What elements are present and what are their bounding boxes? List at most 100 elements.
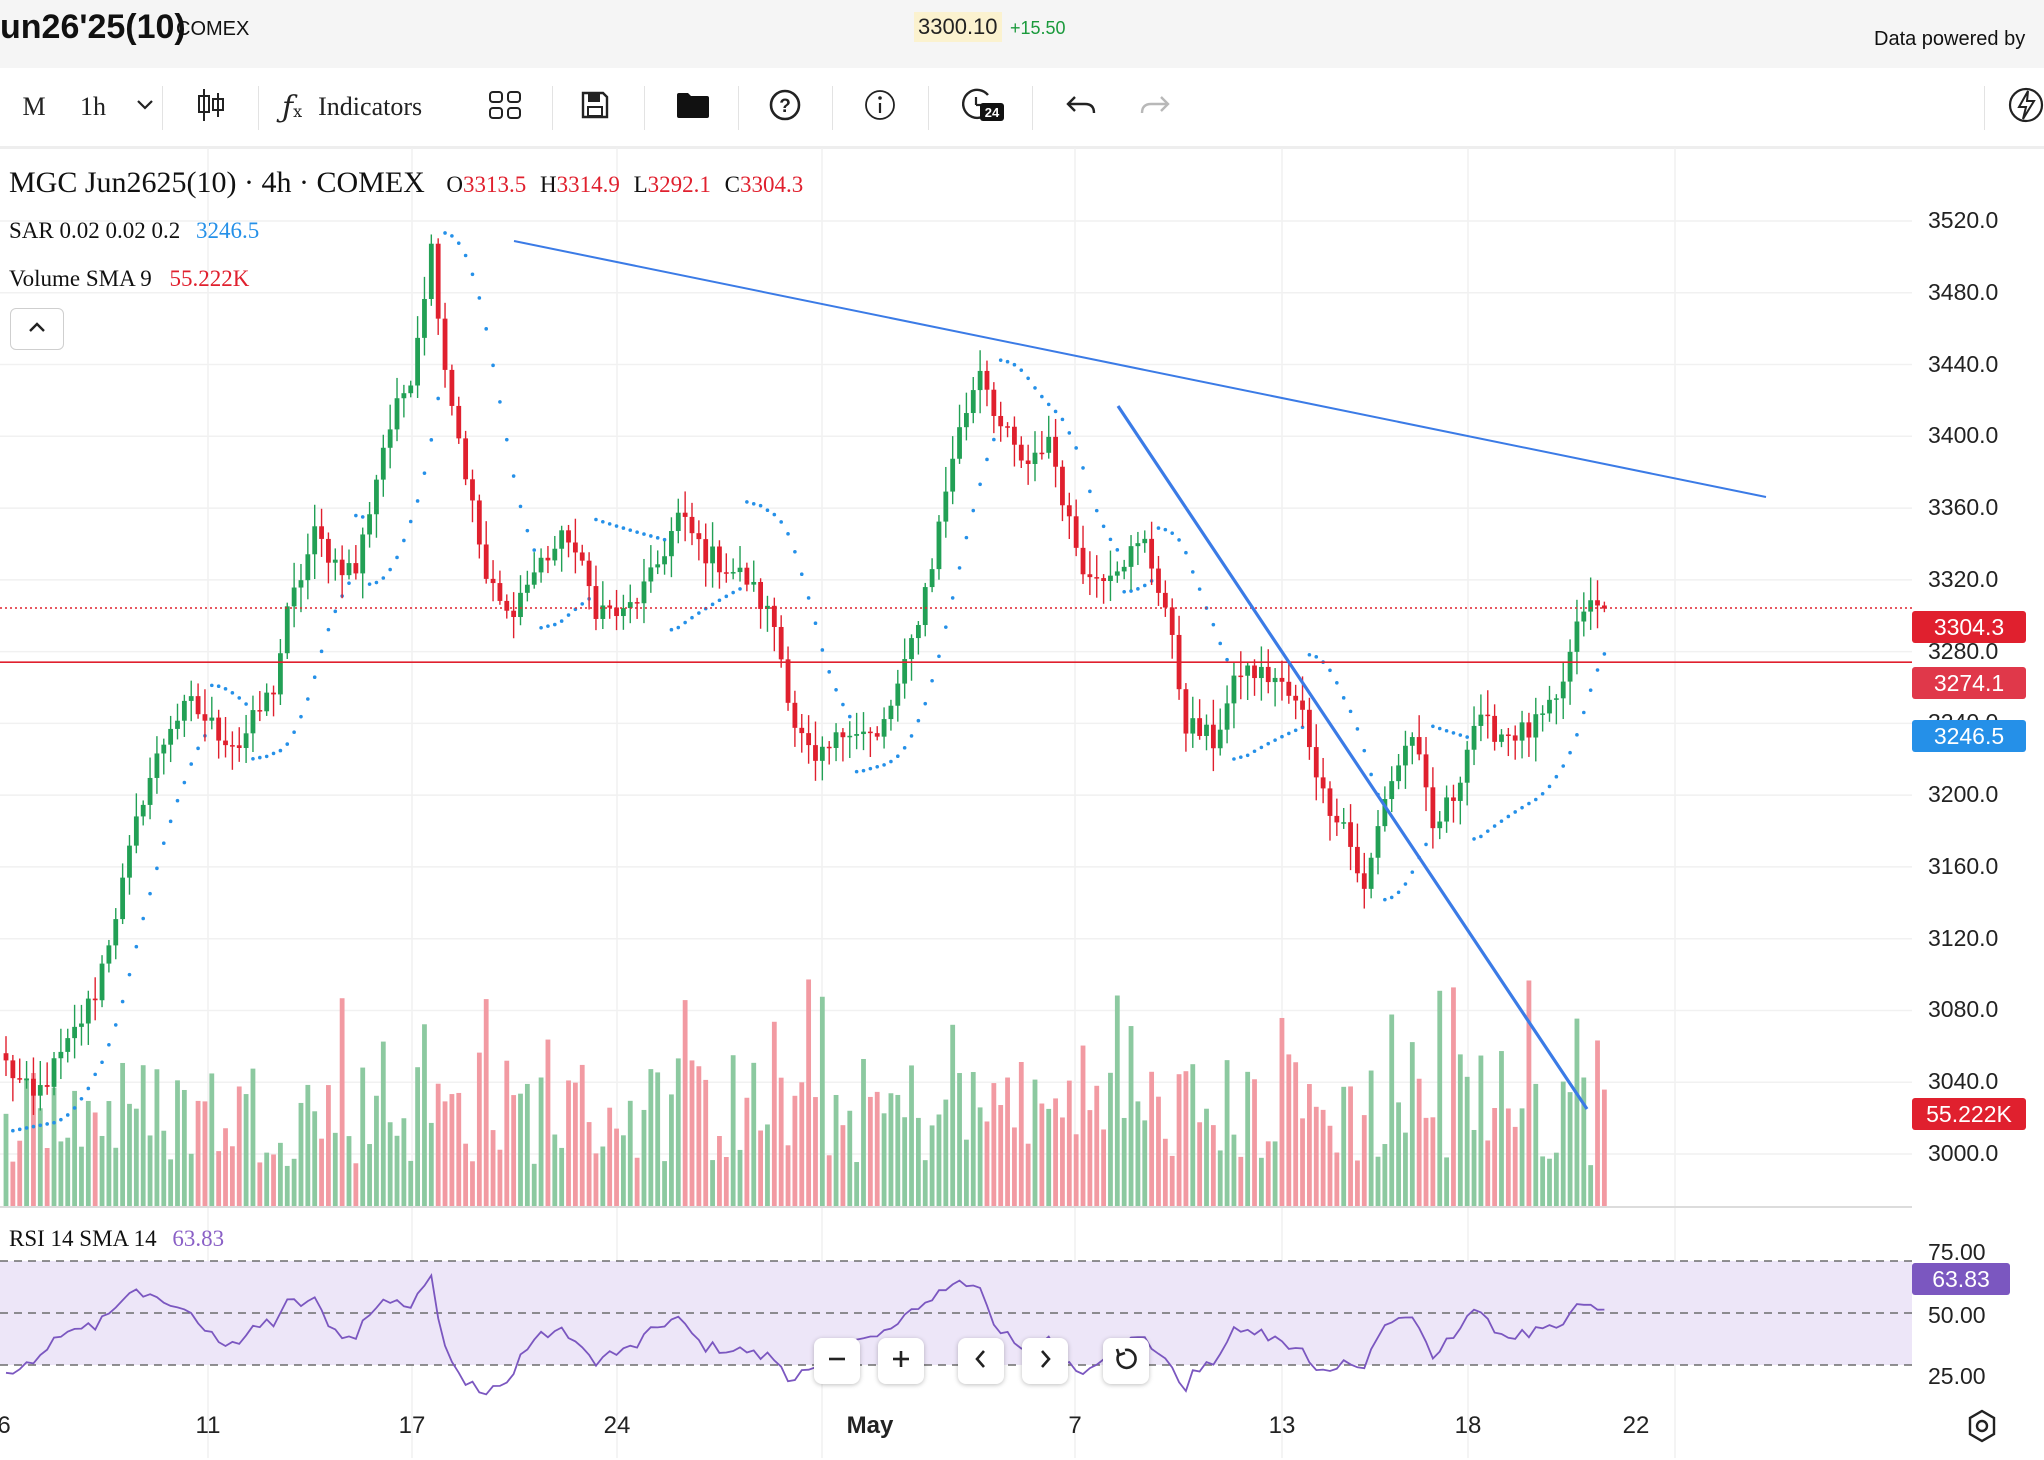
- zoom-in-button[interactable]: [878, 1338, 924, 1384]
- sar-dot: [799, 572, 804, 577]
- sar-dot: [134, 944, 139, 949]
- chart-toolbar: M 1h ƒx Indicators ?: [0, 68, 2044, 149]
- price-chart[interactable]: [0, 148, 2044, 1460]
- chevron-down-icon: [136, 98, 154, 116]
- volume-bar: [538, 1077, 544, 1206]
- volume-bar: [463, 1143, 469, 1206]
- volume-bar: [24, 1078, 29, 1206]
- indicators-button[interactable]: ƒx Indicators: [282, 68, 452, 146]
- interval-dropdown[interactable]: 1h: [62, 68, 172, 146]
- volume-legend[interactable]: Volume SMA 9 55.222K: [9, 266, 249, 292]
- volume-bar: [1574, 1018, 1580, 1206]
- volume-bar: [648, 1069, 654, 1206]
- sar-dot: [422, 471, 427, 475]
- volume-bar: [888, 1093, 894, 1206]
- candle-body: [675, 512, 681, 532]
- chart-title: MGC Jun2625(10) · 4h · COMEX: [9, 166, 425, 199]
- volume-bar: [730, 1055, 736, 1206]
- collapse-legend-button[interactable]: [10, 308, 64, 350]
- volume-bar: [58, 1141, 64, 1206]
- candle-body: [730, 572, 736, 574]
- sar-dot: [1307, 652, 1312, 657]
- volume-bar: [1581, 1077, 1587, 1206]
- sar-dot: [944, 625, 948, 629]
- price-tick-label: 3360.0: [1928, 494, 1999, 521]
- save-button[interactable]: [570, 68, 620, 146]
- sar-dot: [745, 500, 749, 504]
- sar-legend[interactable]: SAR 0.02 0.02 0.2 3246.5: [9, 218, 259, 244]
- candle-body: [607, 605, 613, 608]
- layout-button[interactable]: [480, 68, 530, 146]
- scroll-left-icon: [970, 1348, 992, 1375]
- sar-dot: [1348, 709, 1353, 714]
- volume-bar: [909, 1065, 914, 1206]
- rsi-tick-25: 25.00: [1928, 1363, 1986, 1389]
- rsi-legend[interactable]: RSI 14 SMA 14 63.83: [9, 1226, 224, 1252]
- volume-bar: [1066, 1080, 1072, 1206]
- volume-bar: [1252, 1079, 1257, 1206]
- candle-body: [37, 1085, 43, 1096]
- candle-body: [662, 556, 667, 565]
- sar-dot: [1252, 749, 1257, 754]
- candle-body: [1060, 466, 1065, 506]
- sar-dot: [916, 718, 921, 723]
- sar-dot: [1142, 583, 1147, 588]
- help-button[interactable]: ?: [760, 68, 810, 146]
- sar-dot: [388, 567, 392, 572]
- volume-bar: [1286, 1054, 1292, 1206]
- candle-body: [1162, 592, 1168, 608]
- settings-button[interactable]: [1964, 1408, 2000, 1449]
- sar-dot: [786, 532, 790, 536]
- volume-bar: [984, 1121, 990, 1206]
- quick-trade-button[interactable]: [2006, 68, 2044, 146]
- candle-body: [387, 429, 393, 448]
- interval-label: 1h: [80, 92, 106, 121]
- sar-dot: [1341, 696, 1346, 700]
- volume-bar: [99, 1135, 105, 1206]
- sar-dot: [210, 683, 214, 688]
- candle-body: [531, 572, 537, 585]
- candle-body: [1217, 729, 1223, 749]
- undo-button[interactable]: [1056, 68, 1106, 146]
- chart-type-button[interactable]: [186, 68, 236, 146]
- sar-dot: [470, 272, 475, 277]
- reset-chart-button[interactable]: [1103, 1338, 1149, 1384]
- volume-bar: [339, 998, 345, 1206]
- symbol-title[interactable]: un26'25(10): [0, 8, 186, 46]
- scroll-right-button[interactable]: [1022, 1338, 1068, 1384]
- sar-dot: [710, 602, 715, 607]
- redo-button[interactable]: [1130, 68, 1180, 146]
- zoom-out-button[interactable]: [814, 1338, 860, 1384]
- session-24h-button[interactable]: 24: [954, 68, 1010, 146]
- open-button[interactable]: [666, 68, 720, 146]
- volume-bar: [113, 1147, 119, 1206]
- scroll-left-button[interactable]: [958, 1338, 1004, 1384]
- volume-bar: [717, 1136, 722, 1206]
- candle-body: [1114, 571, 1120, 576]
- horizontal-lines: [0, 607, 1912, 664]
- candle-body: [1588, 600, 1594, 612]
- candle-body: [970, 390, 976, 414]
- candle-body: [1574, 621, 1580, 652]
- sar-dot: [264, 754, 269, 759]
- candle-body: [133, 816, 139, 846]
- sar-dot: [601, 519, 605, 524]
- volume-bar: [223, 1128, 228, 1206]
- sar-dot: [1136, 587, 1140, 591]
- volume-bar: [298, 1102, 304, 1206]
- sar-dot: [395, 555, 399, 560]
- info-button[interactable]: [855, 68, 905, 146]
- candle-body: [902, 659, 908, 684]
- candle-body: [1272, 677, 1278, 683]
- volume-bar: [312, 1111, 318, 1206]
- period-button[interactable]: M: [14, 68, 54, 146]
- sar-dot: [1527, 801, 1531, 806]
- volume-tag: 55.222K: [1912, 1098, 2026, 1130]
- redo-icon: [1139, 93, 1171, 122]
- candle-body: [319, 526, 324, 539]
- candle-body: [1581, 611, 1587, 622]
- sar-dot: [1012, 362, 1017, 367]
- sar-dot: [127, 972, 132, 977]
- candle-body: [1135, 543, 1141, 547]
- sar-dot: [1053, 409, 1058, 414]
